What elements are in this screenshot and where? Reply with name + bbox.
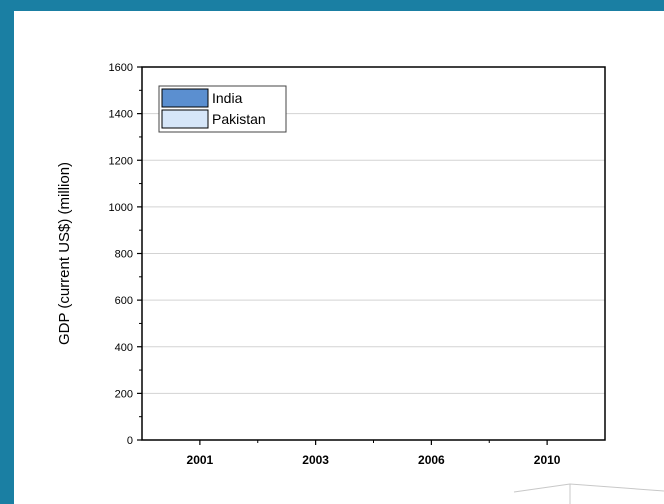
legend: India Pakistan: [158, 85, 287, 133]
x-tick-label: 2010: [534, 453, 561, 467]
y-tick-label: 800: [115, 249, 133, 261]
x-tick-label: 2006: [418, 453, 445, 467]
legend-label-india: India: [212, 90, 243, 106]
y-tick-label: 400: [115, 342, 133, 354]
grid-lines: [142, 113, 605, 394]
decorative-corner-lines: [513, 483, 664, 504]
legend-swatch-pakistan: [161, 109, 209, 129]
chart-panel: 0 200 400 600 800 1000 1200 1400 1600 2001 2003 20…: [14, 11, 664, 504]
y-tick-label: 1400: [109, 109, 133, 121]
y-tick-label: 600: [115, 295, 133, 307]
x-tick-label: 2003: [302, 453, 329, 467]
y-tick-label: 1600: [109, 62, 133, 74]
plot-frame: [141, 66, 606, 441]
y-axis-label: GDP (current US$) (million): [56, 162, 73, 345]
x-axis-ticks: 2001 2003 2006 2010: [187, 440, 561, 467]
y-tick-label: 1000: [109, 202, 133, 214]
y-tick-label: 1200: [109, 155, 133, 167]
legend-label-pakistan: Pakistan: [212, 111, 266, 127]
x-tick-label: 2001: [187, 453, 214, 467]
y-axis-ticks: 0 200 400 600 800 1000 1200 1400 1600: [109, 62, 142, 447]
legend-swatch-india: [161, 88, 209, 108]
y-tick-label: 200: [115, 388, 133, 400]
y-tick-label: 0: [127, 435, 133, 447]
